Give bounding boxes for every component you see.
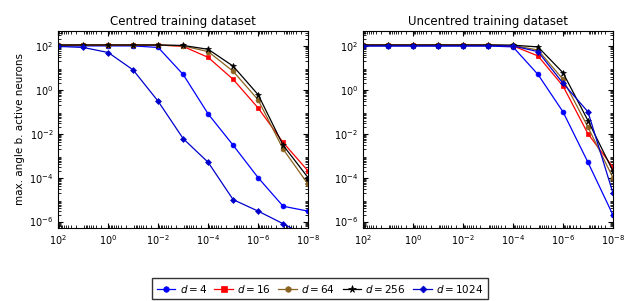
Legend: $d = 4$, $d = 16$, $d = 64$, $d = 256$, $d = 1024$: $d = 4$, $d = 16$, $d = 64$, $d = 256$, … — [152, 278, 488, 299]
Y-axis label: max. angle b. active neurons: max. angle b. active neurons — [15, 53, 25, 205]
Title: Uncentred training dataset: Uncentred training dataset — [408, 15, 568, 28]
Title: Centred training dataset: Centred training dataset — [110, 15, 256, 28]
